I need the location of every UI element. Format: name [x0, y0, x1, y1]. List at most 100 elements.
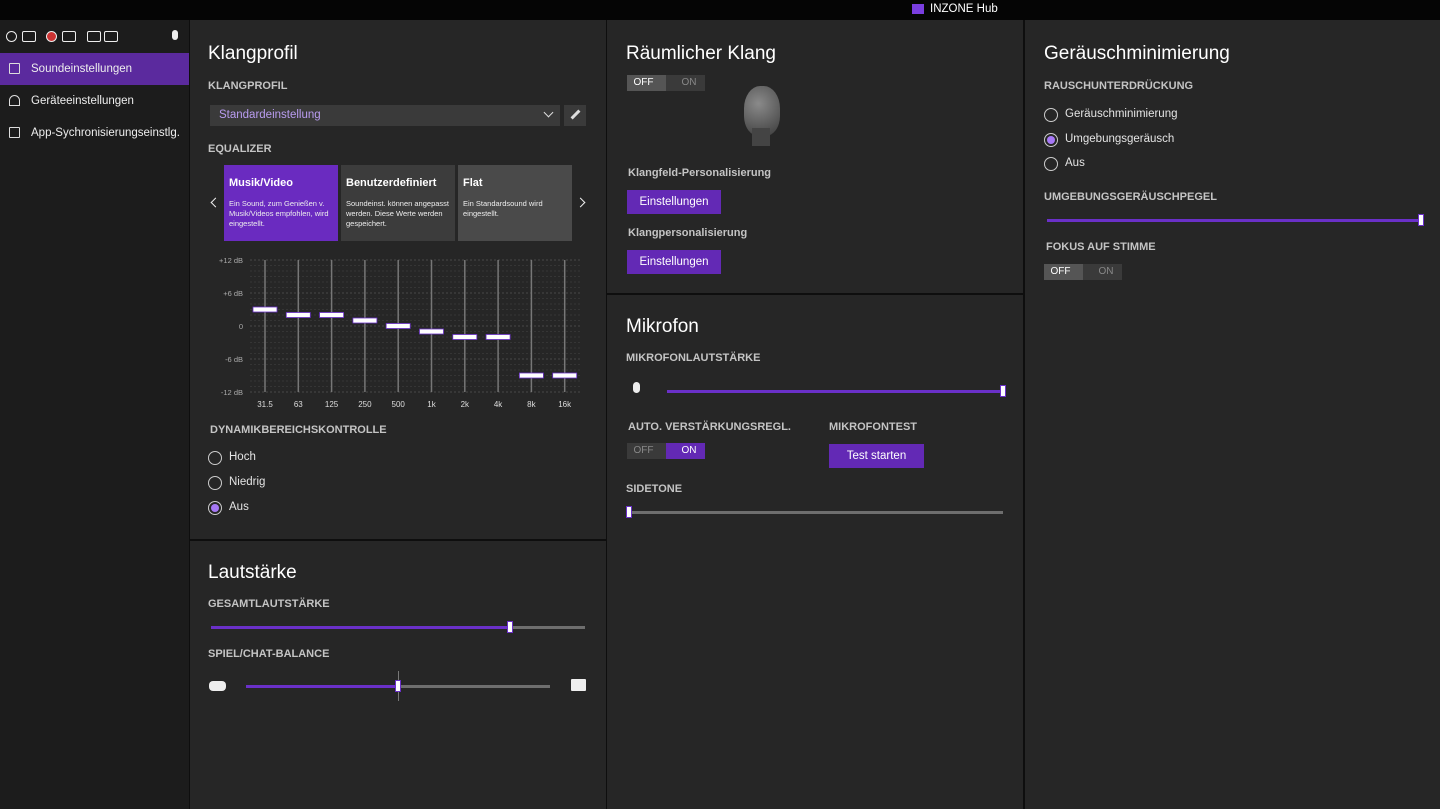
sidebar-active — [0, 53, 189, 85]
preset-name: Flat — [463, 177, 483, 189]
x-tick-label: 63 — [294, 400, 303, 409]
x-tick-label: 31.5 — [257, 400, 273, 409]
status-icon — [104, 31, 118, 42]
sidebar-item[interactable]: Soundeinstellungen — [31, 63, 133, 75]
eq-band-level — [419, 328, 444, 335]
slider-knob[interactable] — [1000, 385, 1006, 397]
sidebar-item[interactable]: Geräteeinstellungen — [31, 95, 134, 107]
slider-fill — [211, 625, 511, 629]
toggle-off: OFF — [1050, 266, 1071, 277]
chat-icon — [571, 679, 586, 691]
radio-label: Hoch — [229, 451, 256, 463]
section-title: Geräuschminimierung — [1044, 43, 1230, 64]
section-title: Klangprofil — [208, 43, 298, 64]
radio[interactable] — [208, 501, 222, 515]
eq-band-level — [452, 334, 478, 340]
x-tick-label: 1k — [427, 400, 436, 409]
label: Klangpersonalisierung — [628, 227, 748, 239]
label: UMGEBUNGSGERÄUSCHPEGEL — [1044, 191, 1217, 203]
label: Klangfeld-Personalisierung — [628, 167, 772, 179]
preset-name: Musik/Video — [229, 177, 293, 189]
dropdown-value: Standardeinstellung — [219, 109, 321, 121]
radio-label: Aus — [229, 501, 249, 513]
label: AUTO. VERSTÄRKUNGSREGL. — [628, 421, 791, 433]
section-title: Räumlicher Klang — [626, 43, 776, 64]
dropdown[interactable] — [210, 105, 560, 126]
title-bar — [0, 0, 1440, 20]
status-icon — [46, 31, 57, 42]
x-tick-label: 2k — [461, 400, 470, 409]
label: GESAMTLAUTSTÄRKE — [208, 598, 330, 610]
radio[interactable] — [1044, 108, 1058, 122]
radio[interactable] — [208, 476, 222, 490]
label: FOKUS AUF STIMME — [1046, 241, 1156, 253]
slider-fill — [246, 684, 398, 688]
section-title: Lautstärke — [208, 562, 297, 583]
label: SPIEL/CHAT-BALANCE — [208, 648, 330, 660]
preset-card[interactable] — [341, 165, 455, 241]
button[interactable]: Einstellungen — [627, 190, 721, 214]
eq-band-level — [319, 312, 344, 318]
radio-label: Geräuschminimierung — [1065, 108, 1178, 120]
app-logo — [912, 4, 924, 14]
toggle-off: OFF — [633, 77, 654, 88]
toggle-on: ON — [681, 77, 697, 88]
button[interactable]: Test starten — [829, 444, 924, 468]
radio-label: Niedrig — [229, 476, 266, 488]
label: SIDETONE — [626, 483, 683, 495]
y-tick-label: +12 dB — [219, 256, 243, 265]
slider-knob[interactable] — [626, 506, 632, 518]
y-tick-label: +6 dB — [223, 289, 243, 298]
sidebar-item[interactable]: App-Sychronisierungseinstlg. — [31, 127, 180, 139]
eq-band-level — [485, 334, 511, 340]
toggle-off: OFF — [633, 445, 654, 456]
game-icon — [209, 681, 226, 691]
sidebar-icon — [9, 127, 20, 138]
slider-knob[interactable] — [395, 680, 401, 692]
preset-name: Benutzerdefiniert — [346, 177, 437, 189]
label: EQUALIZER — [208, 143, 272, 155]
eq-band-level — [385, 323, 411, 329]
radio-label: Aus — [1065, 157, 1085, 169]
toggle-active — [627, 75, 666, 91]
toggle-on: ON — [681, 445, 697, 456]
eq-band-level — [352, 317, 378, 324]
radio-label: Umgebungsgeräusch — [1065, 132, 1175, 145]
preset-description: Ein Sound, zum Genießen v. Musik/Videos … — [229, 199, 329, 228]
button[interactable]: Einstellungen — [627, 250, 721, 274]
preset-card[interactable] — [224, 165, 338, 241]
status-icon — [87, 31, 101, 42]
label: MIKROFONTEST — [829, 421, 917, 433]
head-neck — [752, 128, 770, 146]
eq-band-level — [518, 372, 544, 379]
mic-icon — [633, 382, 640, 393]
status-icon — [62, 31, 76, 42]
sidebar-icon — [9, 63, 20, 74]
slider-track — [629, 510, 1003, 514]
slider-fill — [1047, 218, 1421, 222]
radio[interactable] — [1044, 157, 1058, 171]
y-tick-label: -12 dB — [221, 388, 243, 397]
radio[interactable] — [1044, 132, 1058, 147]
label: RAUSCHUNTERDRÜCKUNG — [1044, 80, 1194, 92]
slider-knob[interactable] — [507, 621, 514, 633]
preset-card[interactable] — [458, 165, 572, 241]
panel — [1025, 20, 1440, 809]
slider-fill — [667, 389, 1003, 393]
panel — [607, 295, 1023, 809]
toggle-active — [1044, 264, 1083, 280]
y-tick-label: 0 — [239, 322, 243, 331]
eq-band-level — [552, 372, 578, 379]
x-tick-label: 500 — [392, 400, 406, 409]
preset-description: Ein Standardsound wird eingestellt. — [463, 199, 543, 218]
slider-knob[interactable] — [1418, 214, 1424, 226]
y-tick-label: -6 dB — [225, 355, 243, 364]
mic-icon — [172, 30, 178, 40]
status-icon — [22, 31, 36, 42]
x-tick-label: 125 — [325, 400, 339, 409]
radio[interactable] — [208, 451, 222, 465]
radio-dot — [211, 504, 219, 512]
sidebar-icon — [9, 95, 20, 106]
status-icon — [6, 31, 17, 42]
